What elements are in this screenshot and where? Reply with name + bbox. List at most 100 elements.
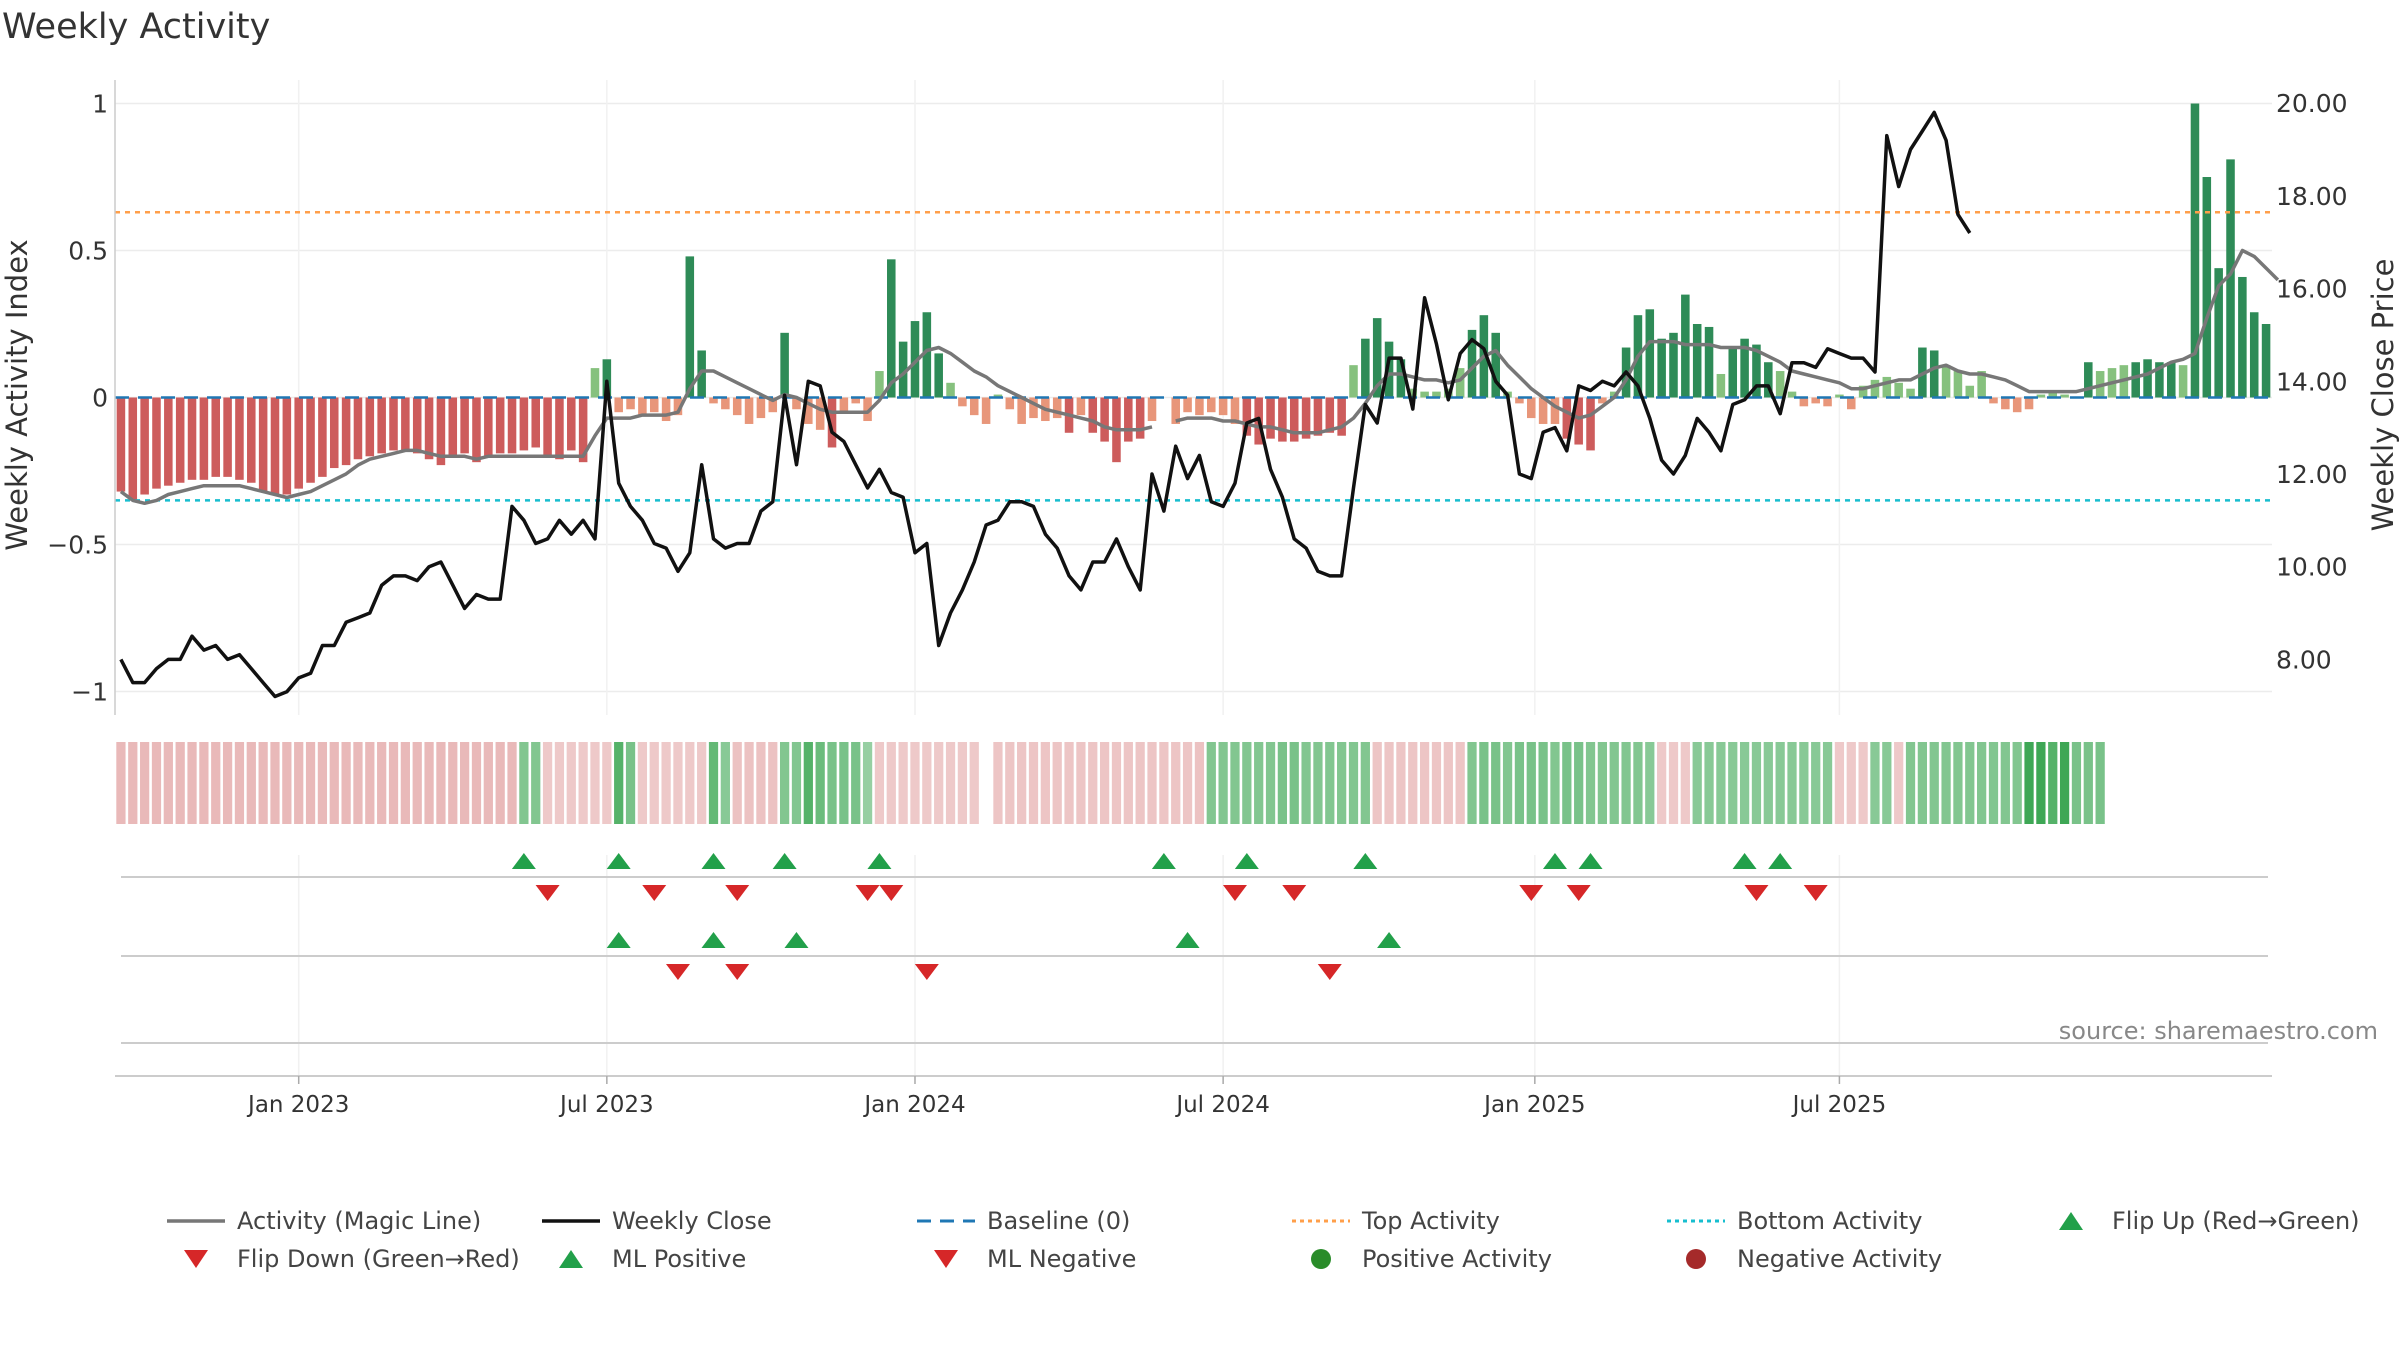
activity-bar <box>318 397 327 477</box>
activity-bar <box>1977 371 1986 398</box>
activity-bar <box>1692 324 1702 398</box>
activity-bar <box>1076 397 1086 416</box>
heat-strip-cell <box>448 742 458 824</box>
heat-strip-cell <box>294 742 304 824</box>
heat-strip-cell <box>1076 742 1086 824</box>
flip-down-marker <box>1282 885 1307 901</box>
heat-strip-cell <box>1822 742 1833 824</box>
ml-positive-marker <box>1175 932 1200 948</box>
heat-strip-cell <box>1372 742 1382 824</box>
heat-strip-cell <box>1017 742 1027 824</box>
heat-strip-cell <box>969 742 979 824</box>
heat-strip-cell <box>1929 742 1939 824</box>
heat-strip-cell <box>1763 742 1773 824</box>
flip-down-marker <box>535 885 560 901</box>
activity-bar <box>1586 397 1595 451</box>
heat-strip-cell <box>1348 742 1359 824</box>
heat-strip-cell <box>1526 742 1536 824</box>
activity-bar <box>2261 324 2271 398</box>
legend-item-flip-up: Flip Up (Red→Green) <box>2040 1203 2360 1239</box>
activity-bar <box>531 397 541 448</box>
activity-bar <box>981 397 991 424</box>
axes: 1 0.5 0 −0.5 −1 20.00 18.00 16.00 14.00 12.00 10.0… <box>47 80 2348 715</box>
activity-bar <box>958 397 967 407</box>
ml-negative-marker <box>665 964 690 980</box>
heat-strip-cell <box>140 742 150 824</box>
activity-bar <box>484 397 493 457</box>
activity-bar <box>934 353 943 398</box>
activity-bar <box>1752 344 1761 398</box>
heat-strip-cell <box>1977 742 1987 824</box>
legend-item-negative-activity: Negative Activity <box>1665 1241 1942 1277</box>
heat-strip-cell <box>1657 742 1667 824</box>
activity-bar <box>1052 397 1062 419</box>
flip-down-marker <box>1744 885 1769 901</box>
activity-bar <box>1894 382 1903 398</box>
activity-bar <box>1669 332 1678 398</box>
activity-bar <box>211 397 221 477</box>
heat-strip-cell <box>495 742 505 824</box>
activity-bar <box>2131 362 2140 398</box>
heat-strip-cell <box>886 742 896 824</box>
activity-bar <box>1372 318 1382 398</box>
heat-strip-cell <box>151 742 162 824</box>
activity-bar <box>1242 397 1252 436</box>
heat-strip-cell <box>1882 742 1892 824</box>
legend-label: ML Negative <box>987 1245 1137 1273</box>
activity-bar <box>2178 365 2188 398</box>
flip-down-marker <box>1803 885 1828 901</box>
activity-bar <box>1562 397 1572 439</box>
activity-bar <box>436 397 446 466</box>
heat-strip-cell <box>590 742 600 824</box>
heat-strip-cell <box>388 742 399 824</box>
heat-strip-cell <box>1419 742 1430 824</box>
heat-strip-cell <box>1408 742 1418 824</box>
legend-label: ML Positive <box>612 1245 747 1273</box>
activity-bar <box>780 332 789 398</box>
activity-bar <box>567 397 576 451</box>
flip-down-marker <box>1222 885 1247 901</box>
flip-up-marker <box>1151 853 1176 869</box>
activity-bar <box>1574 397 1583 445</box>
activity-bar <box>1325 397 1335 433</box>
heat-strip-cell <box>1301 742 1311 824</box>
heat-strip-cell <box>222 742 233 824</box>
activity-bar <box>1230 397 1240 424</box>
legend-line-icon <box>167 1219 225 1223</box>
heat-strip-cell <box>365 742 375 824</box>
heat-strip-cell <box>1431 742 1442 824</box>
ml-negative-marker <box>725 964 750 980</box>
activity-bar <box>2024 397 2034 410</box>
activity-bar <box>2143 359 2152 398</box>
heat-strip-cell <box>1988 742 1999 824</box>
flip-up-marker <box>606 853 631 869</box>
triangle-down-icon <box>934 1250 958 1268</box>
heat-strip-cell <box>424 742 434 824</box>
activity-bar <box>1289 397 1299 442</box>
activity-bar <box>1384 341 1394 398</box>
heat-strip-cell <box>1443 742 1453 824</box>
heat-strip-cell <box>934 742 944 824</box>
heat-strip-cell <box>839 742 849 824</box>
y-tick-label-right: 18.00 <box>2276 182 2348 211</box>
flip-up-marker <box>1234 853 1259 869</box>
activity-bar <box>1704 326 1714 398</box>
heat-strip-cell <box>1467 742 1477 824</box>
activity-bar <box>1775 371 1785 398</box>
weekly-close-line <box>119 110 1972 699</box>
activity-bar <box>1029 397 1038 419</box>
x-tick-label: Jan 2024 <box>862 1092 965 1118</box>
ml-positive-marker <box>784 932 809 948</box>
activity-bar <box>969 397 979 416</box>
heat-strip-cell <box>377 742 387 824</box>
heat-strip-cell <box>1242 742 1252 824</box>
heat-strip-cell <box>756 742 766 824</box>
activity-bar <box>2036 394 2046 398</box>
flip-up-marker <box>1353 853 1378 869</box>
x-tick-label: Jul 2024 <box>1174 1092 1270 1118</box>
legend-item-magic-line: Activity (Magic Line) <box>165 1203 481 1239</box>
activity-bar <box>341 397 351 466</box>
y-tick-label-left: 0 <box>92 384 108 413</box>
activity-bar <box>235 397 244 480</box>
heat-strip-cell <box>1099 742 1110 824</box>
